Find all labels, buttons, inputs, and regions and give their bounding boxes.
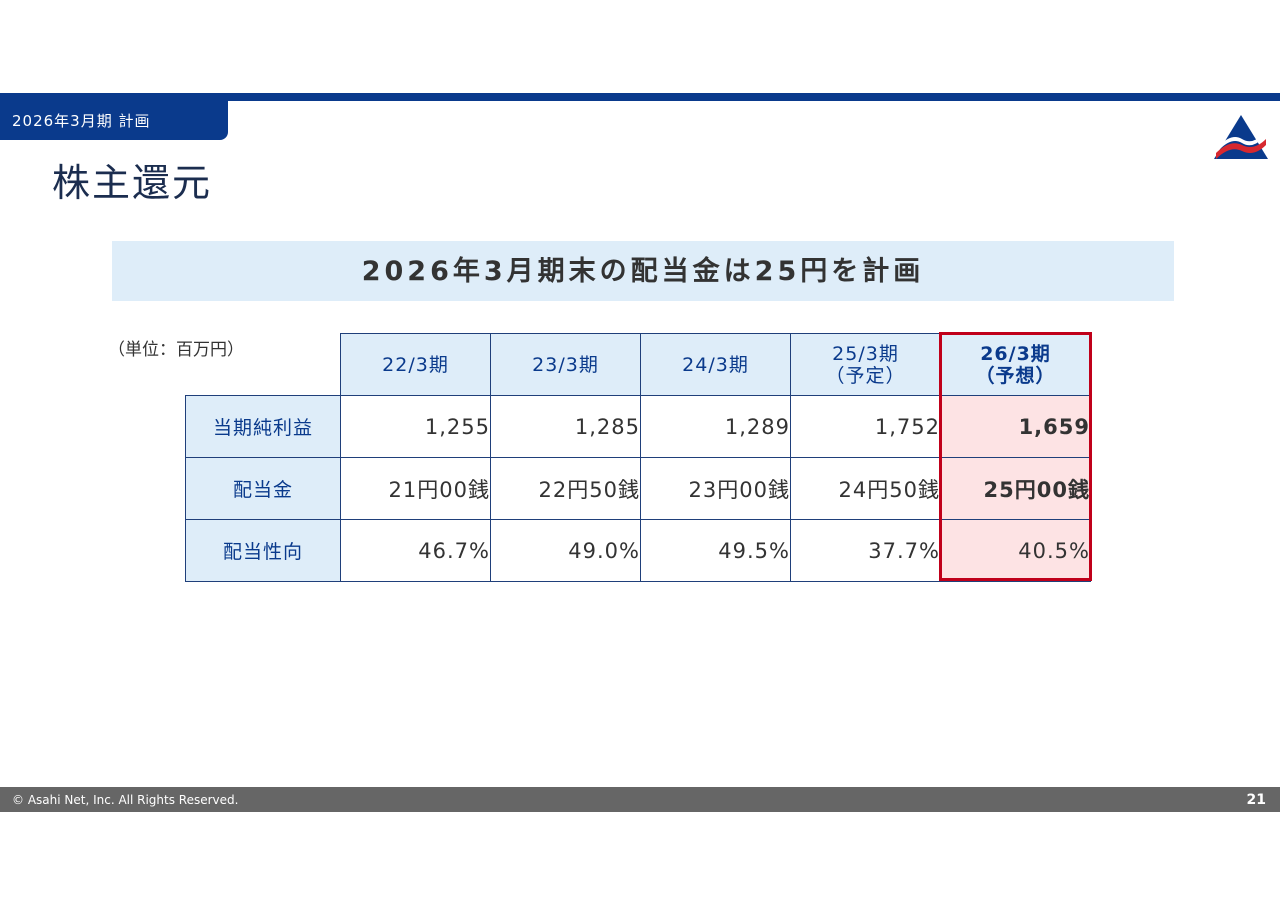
table-cell: 46.7% — [340, 519, 491, 582]
page-number: 21 — [1246, 792, 1266, 808]
table-row: 配当性向 46.7% 49.0% 49.5% 37.7% 40.5% — [185, 519, 1091, 582]
table-cell: 1,752 — [790, 395, 941, 458]
row-header: 配当性向 — [185, 519, 341, 582]
table-cell: 24円50銭 — [790, 457, 941, 520]
column-header: 23/3期 — [490, 333, 641, 396]
table-cell: 1,255 — [340, 395, 491, 458]
table-cell: 21円00銭 — [340, 457, 491, 520]
column-header: 22/3期 — [340, 333, 491, 396]
table-cell: 1,285 — [490, 395, 641, 458]
table-cell: 49.5% — [640, 519, 791, 582]
copyright-text: © Asahi Net, Inc. All Rights Reserved. — [12, 793, 239, 807]
table-cell: 37.7% — [790, 519, 941, 582]
column-header: 24/3期 — [640, 333, 791, 396]
table-cell: 1,289 — [640, 395, 791, 458]
column-header: 25/3期 （予定） — [790, 333, 941, 396]
table-cell: 23円00銭 — [640, 457, 791, 520]
period-tab: 2026年3月期 計画 — [0, 101, 228, 140]
top-rule — [0, 93, 1280, 101]
table-header-row: 22/3期 23/3期 24/3期 25/3期 （予定） 26/3期 （予想） — [186, 333, 1091, 396]
table-cell: 49.0% — [490, 519, 641, 582]
table-row: 当期純利益 1,255 1,285 1,289 1,752 1,659 — [185, 395, 1091, 458]
dividend-table: 22/3期 23/3期 24/3期 25/3期 （予定） 26/3期 （予想） 当期… — [185, 333, 1091, 582]
page-title: 株主還元 — [52, 161, 213, 205]
row-header: 当期純利益 — [185, 395, 341, 458]
headline-banner: 2026年3月期末の配当金は25円を計画 — [112, 241, 1174, 301]
table-row: 配当金 21円00銭 22円50銭 23円00銭 24円50銭 25円00銭 — [185, 457, 1091, 520]
table-cell-forecast: 1,659 — [940, 395, 1091, 458]
table-corner — [186, 334, 341, 396]
table-cell: 22円50銭 — [490, 457, 641, 520]
table-cell-forecast: 25円00銭 — [940, 457, 1091, 520]
unit-note: （単位：百万円） — [108, 340, 244, 360]
column-header-forecast: 26/3期 （予想） — [940, 333, 1091, 396]
row-header: 配当金 — [185, 457, 341, 520]
footer-bar: © Asahi Net, Inc. All Rights Reserved. 2… — [0, 787, 1280, 812]
asahi-net-logo-icon — [1214, 115, 1268, 159]
table-cell-forecast: 40.5% — [940, 519, 1091, 582]
